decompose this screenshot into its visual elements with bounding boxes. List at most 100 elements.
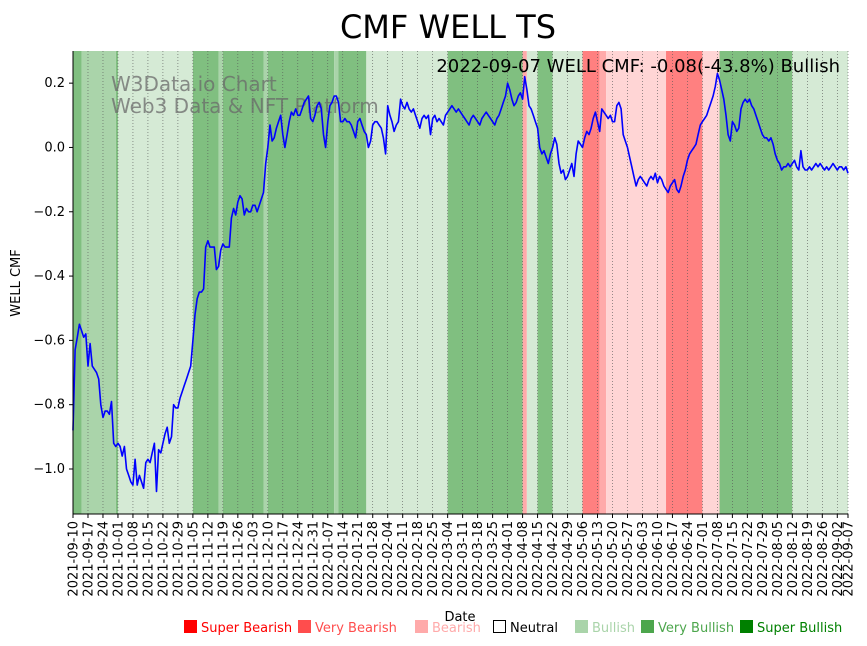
x-tick-label: 2021-10-15	[141, 521, 156, 597]
x-tick-label: 2022-06-24	[681, 521, 696, 597]
x-tick-label: 2022-02-18	[411, 521, 426, 597]
sentiment-band	[599, 51, 607, 514]
y-tick-label: 0.2	[44, 76, 65, 91]
x-tick-label: 2021-12-31	[306, 521, 321, 597]
x-tick-label: 2021-11-12	[201, 521, 216, 597]
watermark-line: W3Data.io Chart	[111, 72, 277, 96]
x-tick-label: 2022-02-11	[396, 521, 411, 597]
x-tick-label: 2022-05-20	[606, 521, 621, 597]
x-tick-label: 2021-09-17	[82, 521, 97, 597]
sentiment-band	[537, 51, 553, 514]
sentiment-band	[447, 51, 523, 514]
sentiment-band	[334, 51, 339, 514]
legend-swatch	[575, 620, 588, 633]
x-tick-label: 2021-12-17	[276, 521, 291, 597]
sentiment-band	[366, 51, 448, 514]
sentiment-band	[73, 51, 82, 514]
x-tick-label: 2022-02-25	[426, 521, 441, 597]
x-tick-label: 2022-05-13	[591, 521, 606, 597]
x-tick-label: 2021-12-24	[291, 521, 306, 597]
x-tick-label: 2022-07-01	[696, 521, 711, 597]
legend-item: Super Bearish	[184, 620, 292, 636]
y-tick-label: −1.0	[33, 462, 65, 477]
x-tick-label: 2022-06-03	[636, 521, 651, 597]
x-tick-label: 2022-06-17	[666, 521, 681, 597]
x-tick-label: 2021-10-29	[171, 521, 186, 597]
x-tick-label: 2022-01-14	[336, 521, 351, 597]
y-tick-label: 0.0	[44, 140, 65, 155]
x-tick-label: 2022-04-15	[531, 521, 546, 597]
x-tick-label: 2022-06-10	[651, 521, 666, 597]
x-tick-label: 2021-11-26	[231, 521, 246, 597]
chart-title: CMF WELL TS	[340, 8, 556, 46]
sentiment-band	[222, 51, 264, 514]
x-tick-label: 2021-12-10	[261, 521, 276, 597]
legend-label: Very Bullish	[658, 621, 735, 636]
x-tick-label: 2022-04-22	[546, 521, 561, 597]
x-tick-label: 2022-08-12	[786, 521, 801, 597]
x-axis-label: Date	[444, 610, 475, 625]
sentiment-bands	[73, 51, 848, 514]
legend-item: Very Bullish	[641, 620, 734, 636]
x-tick-label: 2022-01-28	[366, 521, 381, 597]
sentiment-band	[267, 51, 335, 514]
sentiment-band	[606, 51, 667, 514]
y-tick-label: −0.4	[33, 269, 65, 284]
x-tick-label: 2021-10-22	[156, 521, 171, 597]
x-tick-label: 2021-10-08	[126, 521, 141, 597]
sentiment-band	[192, 51, 219, 514]
x-tick-label: 2022-03-04	[441, 521, 456, 597]
legend-swatch	[184, 620, 197, 633]
sentiment-band	[102, 51, 116, 514]
sentiment-band	[81, 51, 103, 514]
x-tick-label: 2022-08-26	[816, 521, 831, 597]
legend-item: Bearish	[415, 620, 481, 636]
sentiment-band	[115, 51, 118, 514]
vertical-grid	[72, 51, 849, 514]
x-tick-label: 2022-07-29	[756, 521, 771, 597]
sentiment-band	[522, 51, 527, 514]
x-tick-label: 2022-03-25	[486, 521, 501, 597]
legend-label: Bearish	[432, 621, 481, 636]
legend-label: Bullish	[592, 621, 636, 636]
legend-swatch	[740, 620, 753, 633]
x-tick-label: 2022-07-22	[741, 521, 756, 597]
x-tick-label: 2022-01-07	[321, 521, 336, 597]
y-tick-label: −0.6	[33, 333, 65, 348]
legend-item: Neutral	[493, 620, 558, 636]
sentiment-band	[263, 51, 268, 514]
x-tick-label: 2022-01-21	[351, 521, 366, 597]
sentiment-band	[666, 51, 703, 514]
x-tick-label: 2022-05-27	[621, 521, 636, 597]
sentiment-band	[218, 51, 223, 514]
x-tick-label: 2022-03-18	[471, 521, 486, 597]
series-layer	[72, 72, 849, 493]
sentiment-band	[526, 51, 538, 514]
x-tick-label: 2022-05-06	[576, 521, 591, 597]
sentiment-band	[117, 51, 193, 514]
x-tick-label: 2022-04-29	[561, 521, 576, 597]
x-tick-label: 2022-04-08	[516, 521, 531, 597]
x-tick-label: 2022-09-02	[831, 521, 846, 597]
x-tick-label: 2022-07-08	[711, 521, 726, 597]
legend-label: Neutral	[510, 621, 558, 636]
x-tick-label: 2022-09-07	[842, 521, 857, 597]
x-tick-label: 2022-02-04	[381, 521, 396, 597]
x-tick-label: 2021-12-03	[246, 521, 261, 597]
legend-swatch	[415, 620, 428, 633]
legend-label: Very Bearish	[315, 621, 397, 636]
legend-label: Super Bearish	[201, 621, 293, 636]
x-tick-label: 2021-10-01	[112, 521, 127, 597]
x-tick-label: 2021-11-05	[186, 521, 201, 597]
legend-item: Super Bullish	[740, 620, 842, 636]
x-tick-label: 2022-03-11	[456, 521, 471, 597]
x-tick-label: 2022-07-15	[726, 521, 741, 597]
x-tick-label: 2022-08-05	[771, 521, 786, 597]
x-tick-label: 2022-08-19	[801, 521, 816, 597]
legend: Super Bearish Very Bearish Bearish Neutral B…	[0, 620, 867, 640]
x-tick-label: 2022-04-01	[501, 521, 516, 597]
latest-value-annotation: 2022-09-07 WELL CMF: -0.08(-43.8%) Bulli…	[436, 56, 840, 77]
